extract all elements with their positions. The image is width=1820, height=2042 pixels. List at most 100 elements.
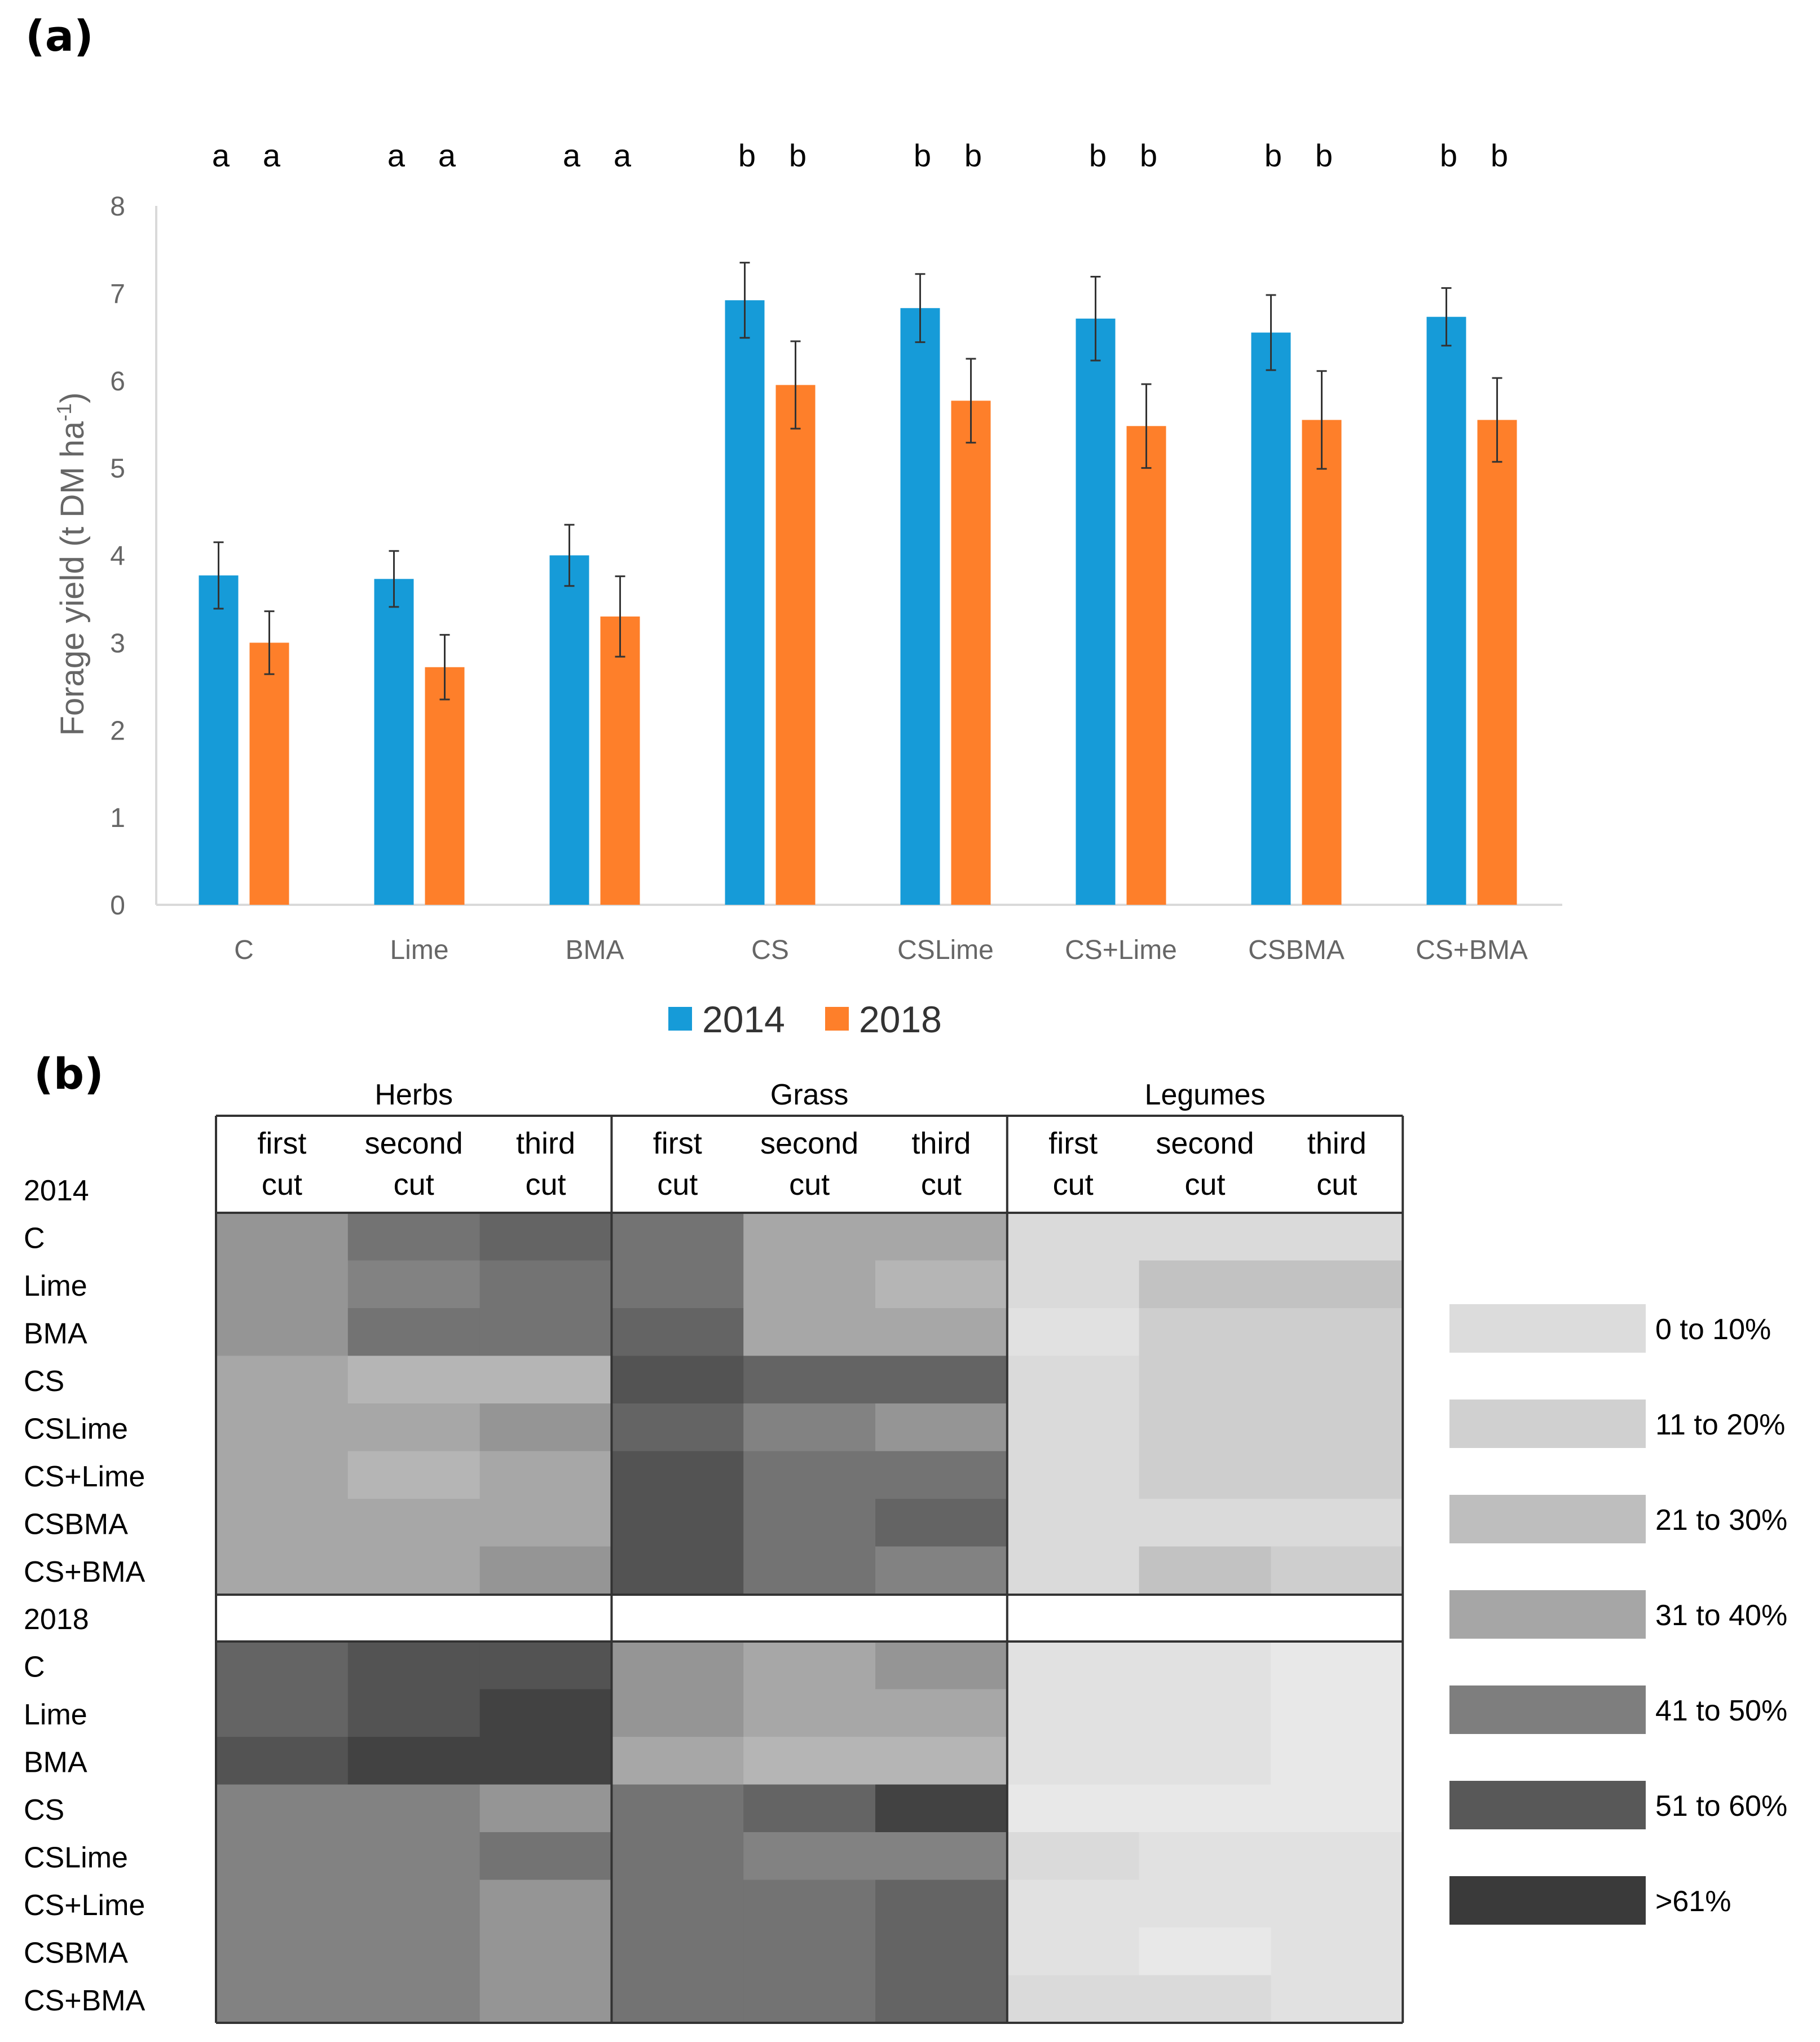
- heatmap-cell-2014-cs-7: [1139, 1356, 1271, 1404]
- heatmap-cell-2014-c-3: [611, 1213, 744, 1261]
- heatmap-cell-2018-lime-7: [1139, 1689, 1271, 1737]
- bar-2014-bma: [549, 555, 589, 905]
- heatmap-cell-2018-cs-plus-lime-7: [1139, 1880, 1271, 1928]
- heatmap-cell-2018-cslime-8: [1271, 1832, 1403, 1881]
- bar-chart: 0 1 2 3 4 5 6 7 8 C Lime BMA CS CSLime CS+Lime CSBMA CS…: [52, 138, 1562, 1040]
- heatmap-cell-2018-csbma-8: [1271, 1927, 1403, 1976]
- heatmap-cell-2018-c-8: [1271, 1641, 1403, 1690]
- heatmap-cell-2018-c-7: [1139, 1641, 1271, 1690]
- heatmap-cell-2014-cs-plus-bma-6: [1007, 1546, 1140, 1595]
- heatmap-cell-2018-cs-3: [611, 1784, 744, 1833]
- sig-letter-2018-cs-plus-bma: b: [1491, 138, 1508, 173]
- heatmap-cell-2018-cs-5: [875, 1784, 1008, 1833]
- column-header-7-line2: cut: [1184, 1168, 1225, 1202]
- legend-swatch-2018: [825, 1007, 849, 1031]
- heatmap-cell-2014-lime-2: [479, 1260, 612, 1309]
- y-tick-3: 3: [110, 628, 125, 658]
- bar-2018-cslime: [951, 401, 991, 905]
- heatmap-cell-2014-lime-5: [875, 1260, 1008, 1309]
- heatmap-cell-2018-c-4: [743, 1641, 876, 1690]
- heatmap-legend-swatch-2: [1449, 1495, 1646, 1543]
- heatmap-cell-2018-c-2: [479, 1641, 612, 1690]
- heatmap-cell-2014-cslime-1: [347, 1403, 481, 1452]
- heatmap-cell-2018-lime-4: [743, 1689, 876, 1737]
- sig-letter-2018-cslime: b: [964, 138, 982, 173]
- heatmap-cell-2018-c-5: [875, 1641, 1008, 1690]
- heatmap-cell-2014-bma-8: [1271, 1308, 1403, 1357]
- heatmap-cell-2018-cs-plus-lime-1: [347, 1880, 481, 1928]
- category-label-lime: Lime: [390, 935, 448, 965]
- heatmap-cell-2014-bma-6: [1007, 1308, 1140, 1357]
- y-tick-2: 2: [110, 716, 125, 746]
- heatmap-cell-2018-bma-6: [1007, 1737, 1140, 1785]
- bar-2014-csbma: [1251, 332, 1291, 905]
- heatmap-cell-2018-lime-1: [347, 1689, 481, 1737]
- heatmap-legend-swatch-0: [1449, 1304, 1646, 1353]
- heatmap-cell-2014-csbma-3: [611, 1499, 744, 1547]
- column-header-7-line1: second: [1156, 1126, 1254, 1160]
- heatmap-cell-2018-cs-4: [743, 1784, 876, 1833]
- year-label-2014: 2014: [24, 1174, 89, 1207]
- column-header-2-line2: cut: [525, 1168, 566, 1202]
- heatmap-cell-2014-cs-plus-lime-3: [611, 1451, 744, 1499]
- row-label-2014-csbma: CSBMA: [24, 1508, 128, 1541]
- bar-2018-cs-plus-bma: [1477, 420, 1517, 905]
- heatmap-cell-2018-cslime-3: [611, 1832, 744, 1881]
- heatmap-cell-2014-cs-plus-bma-0: [216, 1546, 349, 1595]
- heatmap-cell-2018-csbma-1: [347, 1927, 481, 1976]
- group-header-legumes: Legumes: [1145, 1079, 1266, 1111]
- sig-letter-2018-csbma: b: [1315, 138, 1333, 173]
- heatmap-cell-2018-cs-plus-lime-8: [1271, 1880, 1403, 1928]
- sig-letter-2014-cs: b: [738, 138, 756, 173]
- heatmap-cell-2018-cslime-7: [1139, 1832, 1271, 1881]
- heatmap-cell-2014-cs-plus-bma-2: [479, 1546, 612, 1595]
- sig-letter-2014-cs-plus-bma: b: [1440, 138, 1457, 173]
- y-tick-5: 5: [110, 454, 125, 484]
- heatmap-cell-2014-csbma-7: [1139, 1499, 1271, 1547]
- heatmap-cell-2014-cslime-8: [1271, 1403, 1403, 1452]
- heatmap-cell-2014-bma-0: [216, 1308, 349, 1357]
- bar-2018-cs-plus-lime: [1126, 426, 1166, 905]
- heatmap-cell-2014-cs-plus-bma-5: [875, 1546, 1008, 1595]
- bar-chart-axes: [155, 206, 1562, 906]
- heatmap-cell-2014-c-5: [875, 1213, 1008, 1261]
- panel-a-label: (a): [25, 11, 94, 61]
- heatmap-cell-2014-c-0: [216, 1213, 349, 1261]
- heatmap-cell-2014-lime-3: [611, 1260, 744, 1309]
- heatmap-cell-2018-cs-1: [347, 1784, 481, 1833]
- heatmap-cell-2014-cs-3: [611, 1356, 744, 1404]
- heatmap-legend-label-2: 21 to 30%: [1655, 1504, 1787, 1537]
- heatmap-cell-2014-lime-1: [347, 1260, 481, 1309]
- heatmap-cell-2018-cslime-5: [875, 1832, 1008, 1881]
- heatmap-cell-2014-bma-7: [1139, 1308, 1271, 1357]
- heatmap-cell-2018-cs-plus-lime-6: [1007, 1880, 1140, 1928]
- heatmap-legend-swatch-3: [1449, 1590, 1646, 1639]
- bar-marks: [199, 262, 1517, 905]
- y-tick-0: 0: [110, 891, 125, 921]
- heatmap-cell-2014-cs-plus-bma-1: [347, 1546, 481, 1595]
- y-tick-1: 1: [110, 803, 125, 833]
- heatmap-cell-2018-c-0: [216, 1641, 349, 1690]
- panel-b-label: (b): [34, 1049, 104, 1099]
- heatmap-cell-2014-cs-plus-bma-3: [611, 1546, 744, 1595]
- y-tick-8: 8: [110, 192, 125, 222]
- heatmap-legend-swatch-4: [1449, 1685, 1646, 1734]
- heatmap-cell-2018-cslime-0: [216, 1832, 349, 1881]
- heatmap-cell-2018-cs-plus-bma-8: [1271, 1975, 1403, 2023]
- heatmap-legend-swatch-6: [1449, 1876, 1646, 1925]
- group-header-grass: Grass: [770, 1079, 849, 1111]
- sig-letter-2014-csbma: b: [1264, 138, 1282, 173]
- heatmap-cell-2014-c-8: [1271, 1213, 1403, 1261]
- category-label-cslime: CSLime: [897, 935, 994, 965]
- heatmap-cell-2014-csbma-2: [479, 1499, 612, 1547]
- heatmap-cell-2018-lime-8: [1271, 1689, 1403, 1737]
- heatmap-cell-2018-cs-6: [1007, 1784, 1140, 1833]
- heatmap-cell-2014-cs-plus-lime-8: [1271, 1451, 1403, 1499]
- column-header-3-line2: cut: [657, 1168, 698, 1202]
- heatmap-cell-2014-csbma-8: [1271, 1499, 1403, 1547]
- bar-2014-lime: [374, 579, 414, 905]
- heatmap-cell-2018-cs-plus-lime-0: [216, 1880, 349, 1928]
- heatmap-cell-2018-cs-plus-lime-5: [875, 1880, 1008, 1928]
- heatmap-cell-2018-csbma-2: [479, 1927, 612, 1976]
